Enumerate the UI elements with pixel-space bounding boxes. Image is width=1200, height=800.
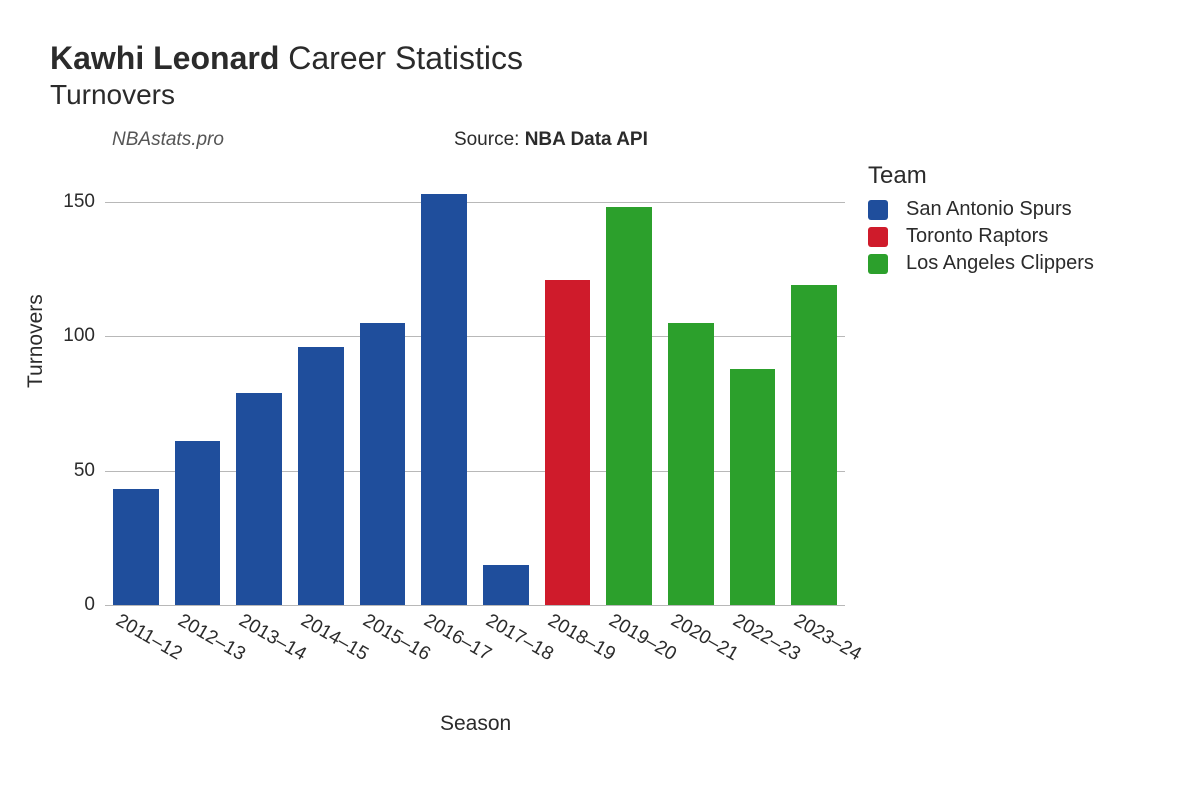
y-tick-label: 100 [63, 325, 95, 347]
x-tick-label: 2019–20 [605, 610, 680, 666]
x-tick-label: 2022–23 [728, 610, 803, 666]
watermark-text: NBAstats.pro [112, 129, 224, 151]
legend-label: Toronto Raptors [906, 225, 1048, 248]
y-tick-label: 150 [63, 191, 95, 213]
x-tick-label: 2016–17 [420, 610, 495, 666]
title-player-name: Kawhi Leonard [50, 40, 279, 76]
bar [606, 207, 652, 605]
legend-swatch [868, 254, 888, 274]
bar [545, 280, 591, 605]
title-block: Kawhi Leonard Career Statistics Turnover… [50, 40, 1180, 111]
legend-items: San Antonio Spurs Toronto Raptors Los Ange… [868, 198, 1094, 275]
source-text: Source: NBA Data API [454, 129, 648, 151]
bar [113, 489, 159, 605]
legend: Team San Antonio Spurs Toronto Raptors Los… [868, 162, 1094, 279]
top-labels: NBAstats.pro Source: NBA Data API [50, 129, 1180, 151]
y-tick-label: 50 [74, 460, 95, 482]
source-prefix: Source: [454, 129, 525, 150]
bar [175, 441, 221, 605]
legend-item: Toronto Raptors [868, 225, 1094, 248]
bar [298, 347, 344, 605]
bar [730, 369, 776, 606]
x-tick-label: 2020–21 [667, 610, 742, 666]
x-tick-label: 2015–16 [358, 610, 433, 666]
grid-line [105, 202, 845, 203]
chart-subtitle: Turnovers [50, 79, 1180, 111]
source-name: NBA Data API [525, 129, 648, 150]
legend-label: Los Angeles Clippers [906, 252, 1094, 275]
y-tick-label: 0 [84, 594, 95, 616]
bar [791, 285, 837, 605]
legend-item: San Antonio Spurs [868, 198, 1094, 221]
bar [668, 323, 714, 605]
bar [483, 565, 529, 605]
bar [421, 194, 467, 605]
legend-swatch [868, 200, 888, 220]
x-tick-label: 2023–24 [790, 610, 865, 666]
legend-title: Team [868, 162, 1094, 190]
grid-line [105, 336, 845, 337]
x-axis-label: Season [440, 712, 511, 736]
legend-label: San Antonio Spurs [906, 198, 1072, 221]
chart-container: Kawhi Leonard Career Statistics Turnover… [0, 0, 1200, 800]
x-tick-label: 2013–14 [235, 610, 310, 666]
x-tick-label: 2018–19 [543, 610, 618, 666]
x-tick-label: 2012–13 [173, 610, 248, 666]
x-tick-label: 2017–18 [482, 610, 557, 666]
plot-inner: 0501001502011–122012–132013–142014–15201… [105, 175, 845, 605]
bar [360, 323, 406, 605]
plot-area: 0501001502011–122012–132013–142014–15201… [105, 175, 845, 605]
x-tick-label: 2011–12 [112, 610, 186, 665]
x-tick-label: 2014–15 [297, 610, 372, 666]
chart-title: Kawhi Leonard Career Statistics [50, 40, 1180, 77]
legend-swatch [868, 227, 888, 247]
grid-line [105, 605, 845, 606]
y-axis-label: Turnovers [24, 294, 48, 388]
bar [236, 393, 282, 605]
title-rest: Career Statistics [279, 40, 523, 76]
legend-item: Los Angeles Clippers [868, 252, 1094, 275]
